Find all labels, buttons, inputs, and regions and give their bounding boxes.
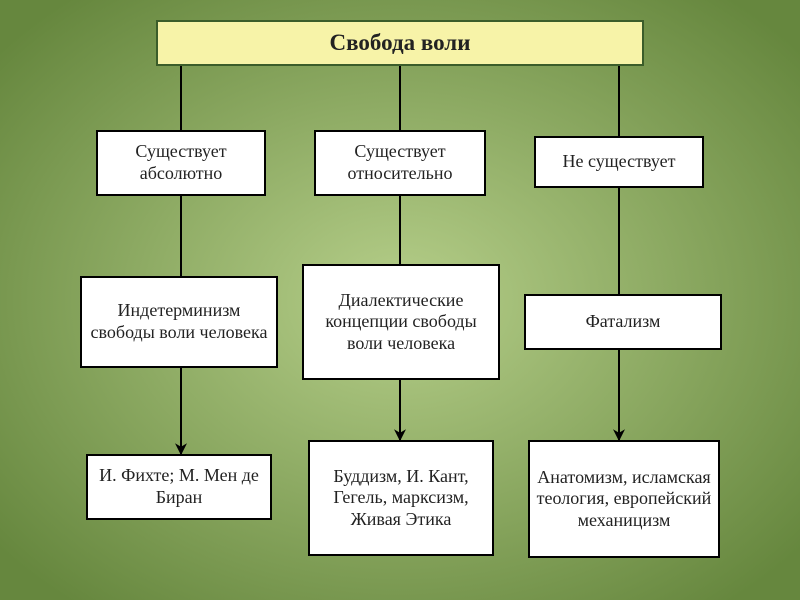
title-node: Свобода воли bbox=[156, 20, 644, 66]
node-indeterminism: Индетерминизм свободы воли человека bbox=[80, 276, 278, 368]
node-exists-relative: Существует относительно bbox=[314, 130, 486, 196]
node-dialectical-label: Диалектические концепции свободы воли че… bbox=[310, 290, 492, 355]
node-exists-absolute: Существует абсолютно bbox=[96, 130, 266, 196]
node-not-exists-label: Не существует bbox=[563, 151, 676, 173]
node-anatomism-label: Анатомизм, исламская теология, европейск… bbox=[536, 467, 712, 532]
node-fichte-biran: И. Фихте; М. Мен де Биран bbox=[86, 454, 272, 520]
node-buddhism-kant-label: Буддизм, И. Кант, Гегель, марксизм, Жива… bbox=[316, 466, 486, 531]
node-not-exists: Не существует bbox=[534, 136, 704, 188]
node-fichte-biran-label: И. Фихте; М. Мен де Биран bbox=[94, 465, 264, 508]
node-exists-absolute-label: Существует абсолютно bbox=[104, 141, 258, 184]
node-indeterminism-label: Индетерминизм свободы воли человека bbox=[88, 300, 270, 343]
node-buddhism-kant: Буддизм, И. Кант, Гегель, марксизм, Жива… bbox=[308, 440, 494, 556]
node-fatalism: Фатализм bbox=[524, 294, 722, 350]
title-node-label: Свобода воли bbox=[330, 29, 471, 57]
node-dialectical: Диалектические концепции свободы воли че… bbox=[302, 264, 500, 380]
node-anatomism: Анатомизм, исламская теология, европейск… bbox=[528, 440, 720, 558]
node-exists-relative-label: Существует относительно bbox=[322, 141, 478, 184]
diagram-canvas: Свобода воли Существует абсолютно Существу… bbox=[0, 0, 800, 600]
node-fatalism-label: Фатализм bbox=[586, 311, 661, 333]
